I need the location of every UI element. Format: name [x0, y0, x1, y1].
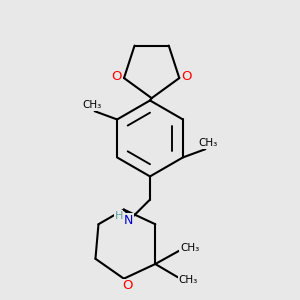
Text: H: H	[114, 211, 123, 221]
Text: CH₃: CH₃	[179, 275, 198, 285]
Text: N: N	[124, 214, 133, 227]
Text: O: O	[112, 70, 122, 83]
Text: CH₃: CH₃	[198, 138, 218, 148]
Text: CH₃: CH₃	[82, 100, 102, 110]
Text: O: O	[181, 70, 192, 83]
Text: CH₃: CH₃	[180, 243, 199, 253]
Text: O: O	[122, 279, 132, 292]
